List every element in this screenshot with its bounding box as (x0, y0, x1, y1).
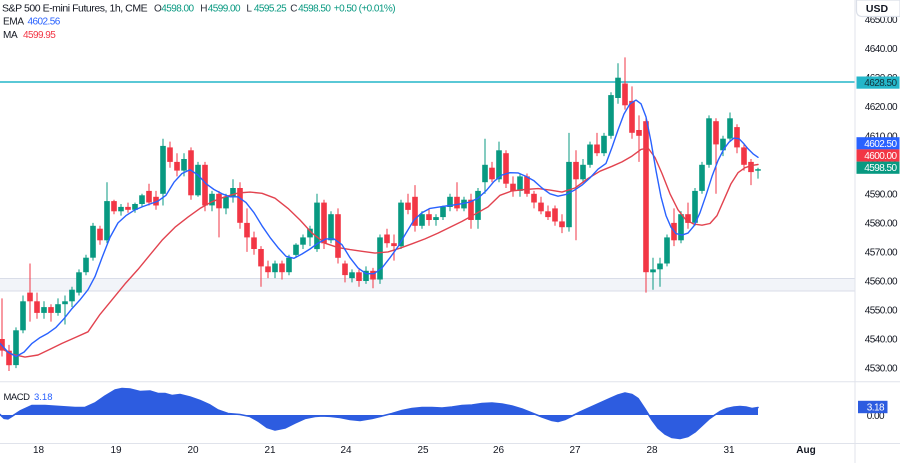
svg-text:4560.00: 4560.00 (865, 277, 898, 288)
svg-text:28: 28 (646, 445, 658, 456)
svg-text:MACD: MACD (4, 392, 31, 403)
svg-text:EMA: EMA (3, 17, 24, 28)
svg-text:4640.00: 4640.00 (865, 44, 898, 55)
svg-text:24: 24 (340, 445, 352, 456)
svg-text:0.00: 0.00 (867, 411, 885, 422)
svg-text:4590.00: 4590.00 (865, 189, 898, 200)
svg-text:4540.00: 4540.00 (865, 335, 898, 346)
svg-text:4602.50: 4602.50 (864, 139, 897, 150)
svg-text:4570.00: 4570.00 (865, 247, 898, 258)
svg-text:4628.50: 4628.50 (864, 78, 897, 89)
svg-text:4650.00: 4650.00 (865, 15, 898, 26)
svg-text:18: 18 (33, 445, 45, 456)
svg-text:4550.00: 4550.00 (865, 306, 898, 317)
svg-text:+0.50 (+0.01%): +0.50 (+0.01%) (334, 4, 395, 15)
svg-text:31: 31 (723, 445, 735, 456)
svg-text:USD: USD (866, 3, 889, 15)
svg-text:4610.00: 4610.00 (865, 131, 898, 142)
svg-text:3.18: 3.18 (34, 392, 53, 403)
svg-text:4598.00: 4598.00 (161, 4, 194, 15)
svg-text:4530.00: 4530.00 (865, 364, 898, 375)
svg-text:4599.95: 4599.95 (23, 30, 56, 41)
svg-text:4580.00: 4580.00 (865, 218, 898, 229)
svg-text:L: L (246, 4, 252, 15)
svg-text:26: 26 (493, 445, 505, 456)
svg-text:4620.00: 4620.00 (865, 102, 898, 113)
svg-text:4599.00: 4599.00 (208, 4, 241, 15)
svg-text:21: 21 (264, 445, 276, 456)
svg-text:4598.50: 4598.50 (864, 163, 897, 174)
svg-text:20: 20 (187, 445, 199, 456)
svg-text:3.18: 3.18 (867, 403, 885, 414)
svg-text:O: O (154, 4, 162, 15)
svg-text:S&P 500 E-mini Futures, 1h, CM: S&P 500 E-mini Futures, 1h, CME (2, 3, 148, 15)
svg-text:Aug: Aug (796, 445, 815, 456)
svg-text:4600.00: 4600.00 (864, 151, 897, 162)
svg-text:4598.50: 4598.50 (298, 4, 331, 15)
svg-text:27: 27 (569, 445, 581, 456)
svg-text:C: C (290, 4, 297, 15)
svg-text:19: 19 (110, 445, 122, 456)
svg-text:4602.56: 4602.56 (28, 17, 61, 28)
svg-text:4595.25: 4595.25 (254, 4, 287, 15)
svg-text:MA: MA (3, 30, 18, 41)
svg-text:25: 25 (417, 445, 429, 456)
svg-text:H: H (200, 4, 207, 15)
